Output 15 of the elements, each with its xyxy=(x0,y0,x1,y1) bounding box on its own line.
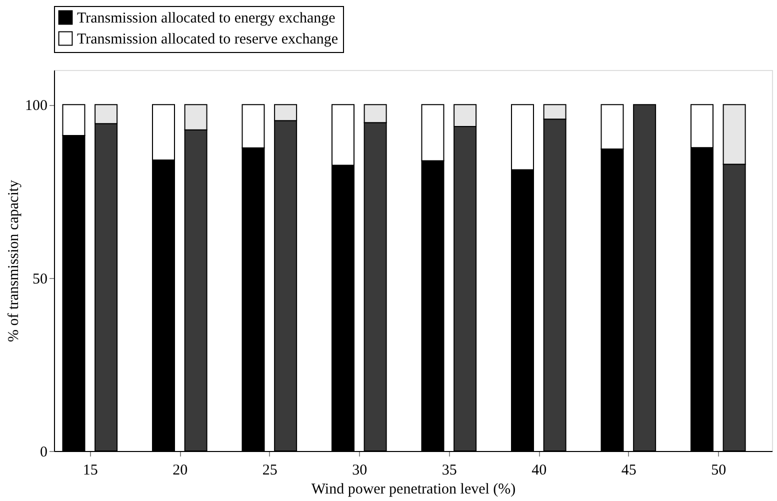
x-tick-label: 15 xyxy=(82,462,98,478)
x-tick-label: 40 xyxy=(532,462,547,478)
y-tick-label: 50 xyxy=(32,271,48,288)
x-tick-label: 50 xyxy=(711,462,726,478)
legend-label: Transmission allocated to reserve exchange xyxy=(77,32,338,48)
x-tick-label: 30 xyxy=(352,462,368,478)
legend-label: Transmission allocated to energy exchange xyxy=(77,10,336,26)
x-tick-label: 20 xyxy=(172,462,188,478)
y-tick-label: 100 xyxy=(25,98,48,114)
y-axis-title: % of transmission capacity xyxy=(6,179,22,342)
x-tick-label: 35 xyxy=(442,462,457,478)
x-tick-label: 25 xyxy=(262,462,278,478)
x-axis-title: Wind power penetration level (%) xyxy=(311,482,516,498)
y-tick-label: 0 xyxy=(40,444,48,460)
x-tick-label: 45 xyxy=(621,462,636,478)
